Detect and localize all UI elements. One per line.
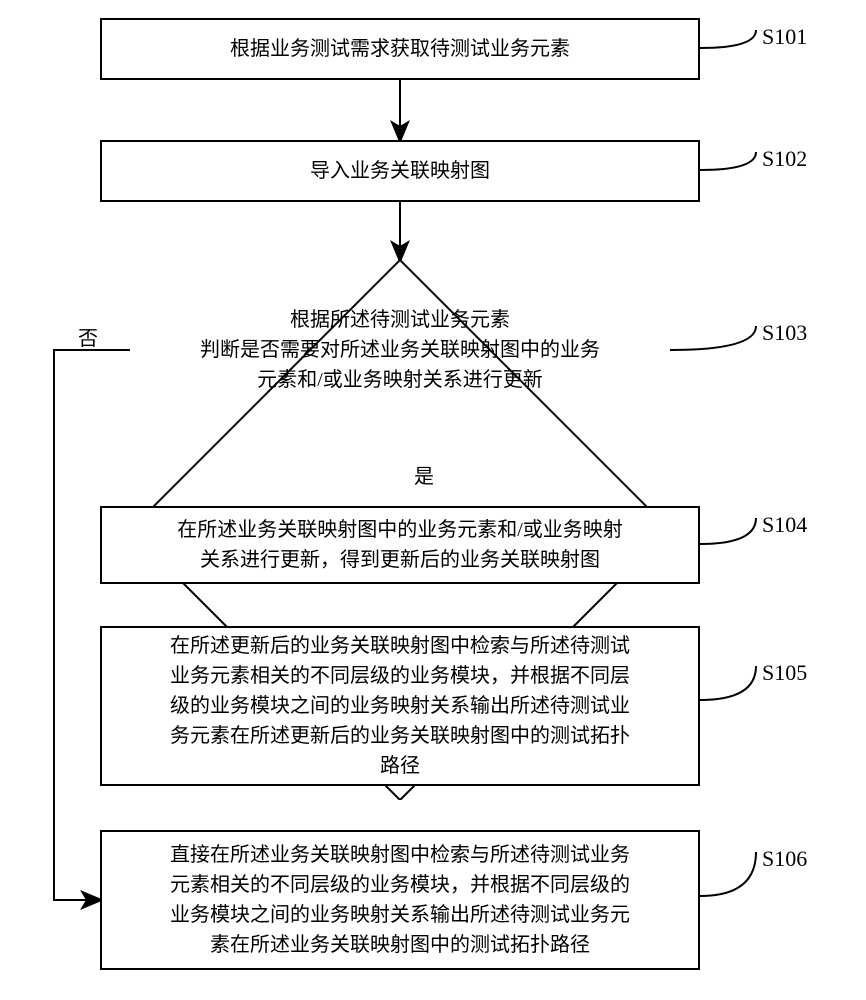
branch-label-no: 否 (78, 322, 98, 351)
step-s106: 直接在所述业务关联映射图中检索与所述待测试业务 元素相关的不同层级的业务模块，并… (100, 830, 700, 970)
step-id-s101: S101 (762, 24, 807, 50)
step-s101-text: 根据业务测试需求获取待测试业务元素 (230, 34, 570, 64)
decision-s103: 根据所述待测试业务元素 判断是否需要对所述业务关联映射图中的业务 元素和/或业务… (130, 260, 670, 440)
branch-label-yes: 是 (414, 460, 434, 489)
step-id-s103: S103 (762, 320, 807, 346)
step-s104: 在所述业务关联映射图中的业务元素和/或业务映射 关系进行更新，得到更新后的业务关… (100, 506, 700, 584)
step-s104-text: 在所述业务关联映射图中的业务元素和/或业务映射 关系进行更新，得到更新后的业务关… (177, 515, 623, 575)
step-id-s105: S105 (762, 660, 807, 686)
step-s105: 在所述更新后的业务关联映射图中检索与所述待测试 业务元素相关的不同层级的业务模块… (100, 626, 700, 786)
step-s102: 导入业务关联映射图 (100, 140, 700, 202)
step-id-s106: S106 (762, 846, 807, 872)
step-s105-text: 在所述更新后的业务关联映射图中检索与所述待测试 业务元素相关的不同层级的业务模块… (170, 631, 630, 781)
decision-s103-text: 根据所述待测试业务元素 判断是否需要对所述业务关联映射图中的业务 元素和/或业务… (200, 305, 600, 395)
step-id-s102: S102 (762, 146, 807, 172)
step-id-s104: S104 (762, 512, 807, 538)
flowchart-canvas: 根据业务测试需求获取待测试业务元素 导入业务关联映射图 根据所述待测试业务元素 … (0, 0, 866, 1000)
step-s101: 根据业务测试需求获取待测试业务元素 (100, 18, 700, 80)
step-s102-text: 导入业务关联映射图 (310, 156, 490, 186)
step-s106-text: 直接在所述业务关联映射图中检索与所述待测试业务 元素相关的不同层级的业务模块，并… (170, 840, 630, 960)
